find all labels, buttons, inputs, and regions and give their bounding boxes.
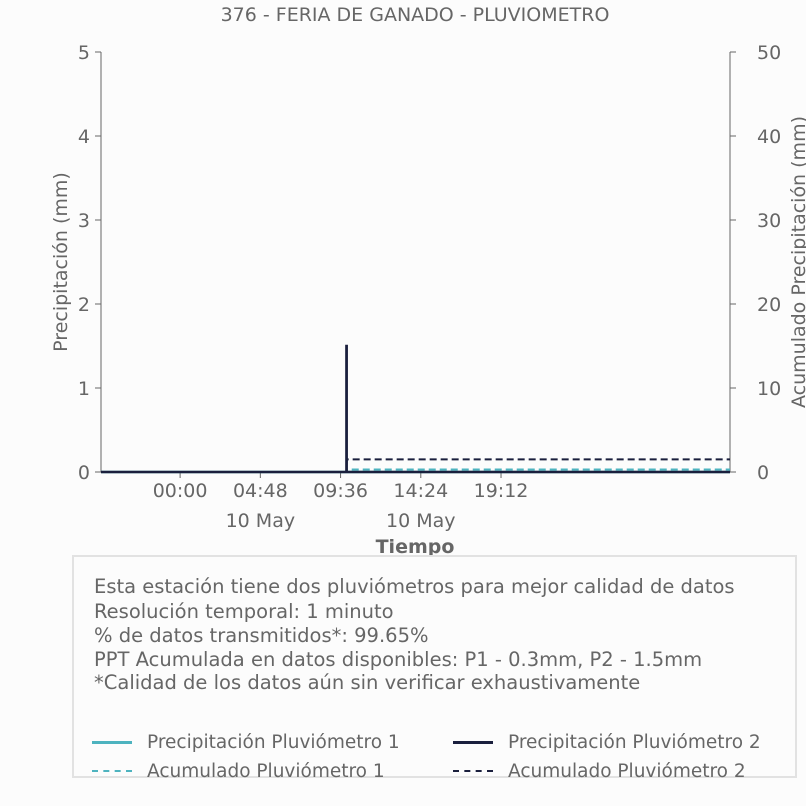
y-right-tick-label: 40: [757, 126, 781, 148]
x-axis-label: Tiempo: [376, 536, 455, 558]
y-right-tick-label: 30: [757, 210, 781, 232]
y-tick-label: 4: [78, 126, 90, 148]
legend-item: Precipitación Pluviómetro 2: [453, 731, 761, 753]
chart-title: 376 - FERIA DE GANADO - PLUVIOMETRO: [221, 4, 610, 26]
legend-label: Precipitación Pluviómetro 1: [147, 731, 400, 753]
legend-swatch: [92, 740, 132, 744]
y-right-tick-label: 50: [757, 42, 781, 64]
info-line: *Calidad de los datos aún sin verificar …: [94, 671, 641, 694]
info-line: PPT Acumulada en datos disponibles: P1 -…: [94, 648, 703, 671]
legend-label: Precipitación Pluviómetro 2: [508, 731, 761, 753]
y-right-tick-label: 20: [757, 294, 781, 316]
legend-item: Precipitación Pluviómetro 1: [92, 731, 400, 753]
x-tick-date-label: 10 May: [386, 510, 456, 532]
y-axis-label: Precipitación (mm): [50, 172, 72, 352]
precipitation-chart: 376 - FERIA DE GANADO - PLUVIOMETRO 0 1 2 3…: [50, 4, 806, 558]
legend-swatch: [453, 770, 493, 772]
info-line: Esta estación tiene dos pluviómetros par…: [94, 575, 735, 598]
info-line: Resolución temporal: 1 minuto: [94, 600, 394, 623]
series-line-2: [101, 344, 730, 474]
legend-swatch: [453, 740, 493, 744]
info-line: % de datos transmitidos*: 99.65%: [94, 624, 429, 647]
legend-swatch: [92, 770, 132, 772]
y-tick-label: 0: [78, 462, 90, 484]
y-axis-right-label: Acumulado Precipitación (mm): [788, 116, 806, 408]
legend-item: Acumulado Pluviómetro 1: [92, 760, 385, 782]
legend-item: Acumulado Pluviómetro 2: [453, 760, 746, 782]
y-tick-label: 2: [78, 294, 90, 316]
y-tick-label: 5: [78, 42, 90, 64]
x-tick-label: 04:48: [233, 480, 288, 502]
series-line-4: [101, 458, 730, 473]
x-tick-label: 00:00: [153, 480, 208, 502]
chart-axes: [95, 51, 736, 478]
info-legend-box: Esta estación tiene dos pluviómetros par…: [72, 555, 797, 782]
y-tick-label: 3: [78, 210, 90, 232]
y-right-tick-label: 10: [757, 378, 781, 400]
y-right-tick-label: 0: [757, 462, 769, 484]
legend-label: Acumulado Pluviómetro 1: [147, 760, 385, 782]
x-tick-date-label: 10 May: [226, 510, 296, 532]
series-layer: [101, 344, 730, 474]
y-tick-label: 1: [78, 378, 90, 400]
x-tick-label: 19:12: [474, 480, 529, 502]
x-tick-label: 14:24: [393, 480, 448, 502]
legend-label: Acumulado Pluviómetro 2: [508, 760, 746, 782]
x-tick-label: 09:36: [313, 480, 368, 502]
